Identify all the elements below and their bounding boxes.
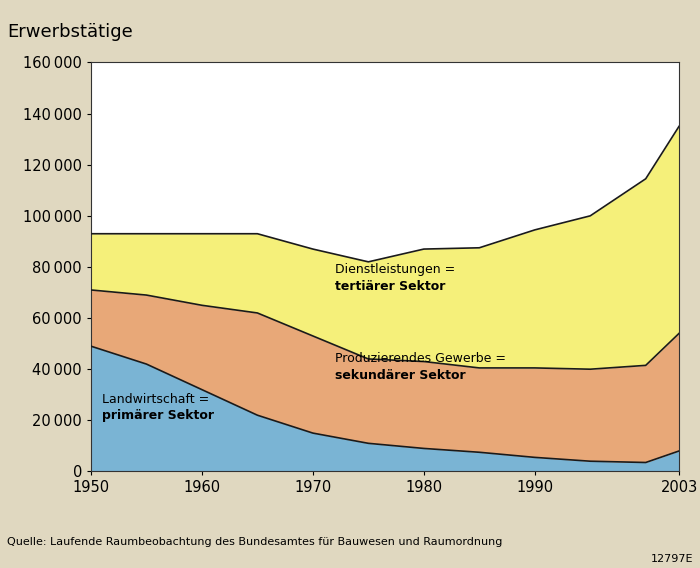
Text: Dienstleistungen =: Dienstleistungen = bbox=[335, 263, 455, 276]
Text: Erwerbstätige: Erwerbstätige bbox=[7, 23, 133, 41]
Text: Landwirtschaft =: Landwirtschaft = bbox=[102, 394, 209, 406]
Text: tertiärer Sektor: tertiärer Sektor bbox=[335, 279, 445, 293]
Text: Quelle: Laufende Raumbeobachtung des Bundesamtes für Bauwesen und Raumordnung: Quelle: Laufende Raumbeobachtung des Bun… bbox=[7, 537, 503, 548]
Text: primärer Sektor: primärer Sektor bbox=[102, 409, 214, 421]
Text: sekundärer Sektor: sekundärer Sektor bbox=[335, 369, 466, 382]
Text: 12797E: 12797E bbox=[650, 554, 693, 565]
Text: Produzierendes Gewerbe =: Produzierendes Gewerbe = bbox=[335, 353, 506, 365]
